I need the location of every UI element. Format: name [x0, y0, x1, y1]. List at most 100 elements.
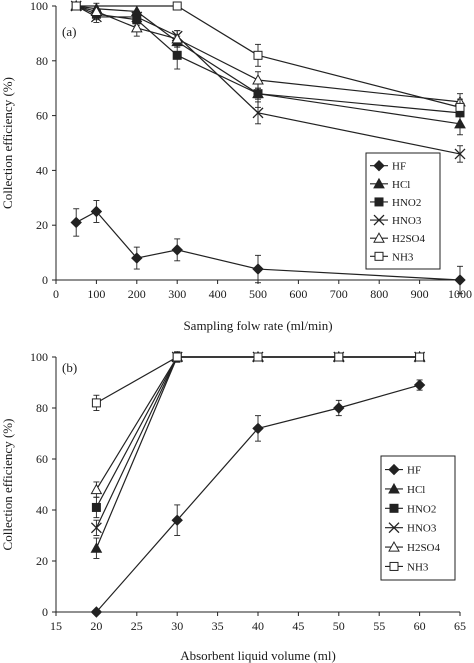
y-tick-label: 80 [36, 401, 48, 415]
data-point [333, 402, 345, 414]
data-point [90, 606, 103, 618]
x-tick-label: 500 [249, 287, 267, 301]
legend: HF HCl HNO2 HNO3 H2SO4 NH3 [380, 455, 456, 581]
legend-entry-hno2: HNO2 [385, 503, 436, 515]
legend-label: H2SO4 [392, 233, 426, 245]
data-point [131, 11, 143, 23]
y-tick-label: 100 [30, 350, 48, 364]
series-hcl [90, 350, 426, 559]
x-tick-label: 15 [50, 619, 62, 633]
x-tick-label: 400 [209, 287, 227, 301]
legend-label: NH3 [407, 561, 429, 573]
data-point [415, 352, 425, 362]
x-tick-label: 45 [292, 619, 304, 633]
series-line-nh3 [76, 5, 461, 108]
x-tick-label: 700 [330, 287, 348, 301]
series-hno2 [71, 1, 465, 125]
y-axis-label: Collection efficiency (%) [0, 77, 15, 209]
x-tick-label: 100 [87, 287, 105, 301]
data-point [171, 32, 184, 44]
data-point [171, 244, 183, 256]
legend-marker [388, 482, 400, 494]
data-point [413, 379, 426, 391]
series-hno3 [90, 351, 426, 536]
legend-marker [374, 251, 384, 261]
data-point [71, 1, 81, 11]
legend-label: HF [407, 465, 421, 477]
legend-marker [389, 561, 399, 571]
legend-label: HCl [407, 484, 425, 496]
data-point [252, 422, 264, 435]
x-tick-label: 40 [252, 619, 264, 633]
legend-label: HCl [392, 179, 410, 191]
legend-marker [389, 503, 399, 513]
data-point [90, 205, 103, 218]
x-tick-label: 200 [128, 287, 146, 301]
x-tick-label: 0 [53, 287, 59, 301]
legend-entry-h2so4: H2SO4 [370, 232, 426, 245]
series-line-hcl [95, 356, 420, 549]
data-point [90, 542, 103, 553]
data-point [455, 102, 465, 112]
series-line-h2so4 [76, 5, 461, 103]
data-point [90, 5, 103, 16]
data-point [91, 502, 101, 512]
legend-entry-hcl: HCl [370, 177, 410, 191]
data-point [454, 274, 466, 286]
legend-box [380, 455, 456, 581]
legend-entry-nh3: NH3 [385, 561, 429, 573]
panel-a: 0100200300400500600700800900100002040608… [0, 0, 472, 333]
data-point [253, 352, 263, 362]
y-tick-label: 20 [36, 218, 48, 232]
legend-marker [388, 541, 400, 552]
legend-label: HNO2 [392, 197, 421, 209]
series-line-hno3 [95, 356, 420, 529]
panel-b: 15 20 25 30 35 40 45 50 55 60 65 0 20 40 60 80 100 Absorb… [0, 350, 466, 663]
series-hf [90, 379, 426, 618]
series-nh3 [71, 1, 465, 117]
legend-entry-hno3: HNO3 [370, 214, 422, 227]
x-tick-label: 25 [131, 619, 143, 633]
series-nh3 [91, 351, 425, 411]
legend-entry-hno2: HNO2 [370, 197, 421, 209]
data-point [454, 148, 466, 160]
legend-box [365, 152, 441, 270]
data-point [91, 398, 101, 408]
data-point [70, 216, 82, 229]
y-tick-label: 100 [30, 0, 48, 13]
legend-entry-hf: HF [385, 463, 421, 477]
legend-entry-h2so4: H2SO4 [385, 541, 441, 554]
y-tick-label: 0 [42, 605, 48, 619]
legend-marker [374, 197, 384, 207]
legend-label: NH3 [392, 251, 414, 263]
data-point [334, 352, 344, 362]
legend-entry-hcl: HCl [385, 482, 425, 496]
data-point [90, 522, 102, 534]
y-axis-label: Collection efficiency (%) [0, 419, 15, 551]
data-point [172, 352, 182, 362]
x-tick-label: 20 [90, 619, 102, 633]
x-tick-label: 300 [168, 287, 186, 301]
series-h2so4 [70, 0, 466, 111]
y-tick-label: 80 [36, 54, 48, 68]
data-point [172, 50, 182, 60]
legend-label: HF [392, 161, 406, 173]
x-tick-label: 800 [370, 287, 388, 301]
x-tick-label: 35 [212, 619, 224, 633]
legend: HF HCl HNO2 HNO3 H2SO4 NH3 [365, 152, 441, 270]
y-tick-label: 40 [36, 163, 48, 177]
x-tick-label: 65 [454, 619, 466, 633]
data-point [171, 514, 183, 526]
data-point [172, 1, 182, 11]
legend-marker [388, 522, 400, 534]
legend-entry-nh3: NH3 [370, 251, 414, 263]
data-point [90, 483, 103, 495]
legend-marker [373, 214, 385, 226]
x-tick-label: 55 [373, 619, 385, 633]
legend-marker [388, 463, 400, 476]
series-hf [70, 200, 466, 295]
legend-marker [373, 232, 385, 243]
data-point [130, 21, 143, 33]
legend-label: HNO2 [407, 503, 436, 515]
